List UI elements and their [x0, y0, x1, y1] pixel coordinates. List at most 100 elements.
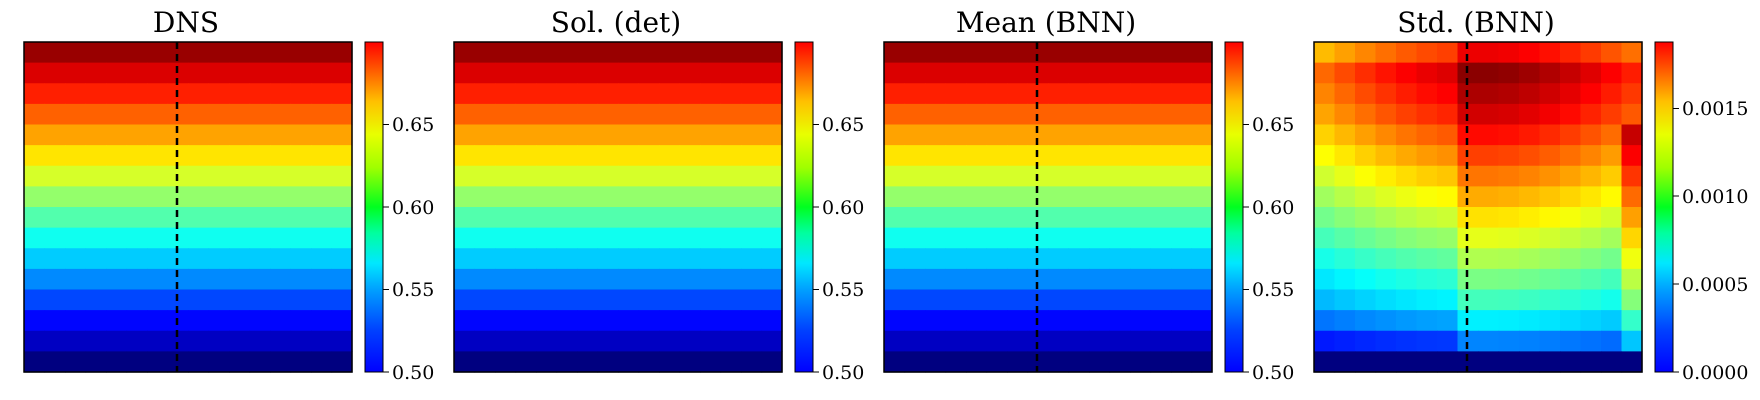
colorbar-tick-label: 0.55 [822, 279, 864, 301]
heatmap-cell [597, 124, 619, 146]
colorbar-tick-label: 0.50 [1252, 362, 1294, 384]
heatmap-cell [1498, 186, 1520, 208]
heatmap-cell [700, 351, 722, 373]
heatmap-cell [904, 268, 926, 291]
heatmap-cell [1621, 207, 1643, 229]
heatmap-cell [474, 268, 496, 291]
heatmap-cell [229, 165, 251, 187]
heatmap-cell [618, 145, 640, 167]
heatmap-cell [1375, 351, 1397, 373]
heatmap-cell [1375, 330, 1397, 352]
heatmap-cell [1334, 145, 1356, 167]
heatmap-cell [1621, 103, 1643, 126]
heatmap-cell [1150, 330, 1172, 352]
heatmap-cell [1580, 248, 1602, 270]
heatmap-cell [1621, 248, 1643, 270]
heatmap-cell [474, 124, 496, 146]
heatmap-cell [126, 227, 148, 249]
heatmap-cell [1150, 124, 1172, 146]
heatmap-cell [1416, 310, 1438, 332]
heatmap-cell [249, 289, 271, 311]
heatmap-cell [311, 145, 333, 167]
heatmap-cell [741, 268, 763, 291]
heatmap-cell [638, 227, 660, 249]
heatmap-cell [126, 248, 148, 270]
heatmap-cell [474, 42, 496, 64]
heatmap-cell [700, 124, 722, 146]
heatmap-cell [679, 186, 701, 208]
heatmap-cell [1416, 289, 1438, 311]
heatmap-cell [700, 42, 722, 64]
heatmap-cell [1048, 145, 1070, 167]
heatmap-cell [966, 207, 988, 229]
heatmap-cell [454, 227, 476, 249]
heatmap-cell [65, 330, 87, 352]
heatmap-cell [331, 248, 353, 270]
heatmap-cell [904, 62, 926, 84]
heatmap-cell [1150, 83, 1172, 105]
heatmap-cell [65, 207, 87, 229]
heatmap-cell [1416, 351, 1438, 373]
heatmap-cell [249, 124, 271, 146]
heatmap-cell [1068, 351, 1090, 373]
heatmap-cell [1334, 207, 1356, 229]
heatmap-cell [270, 186, 292, 208]
heatmap-cell [925, 248, 947, 270]
heatmap-cell [1375, 124, 1397, 146]
heatmap-cell [188, 268, 210, 291]
heatmap-cell [515, 248, 537, 270]
heatmap-cell [1621, 289, 1643, 311]
heatmap-cell [106, 62, 128, 84]
heatmap-cell [1580, 289, 1602, 311]
heatmap-cell [1068, 165, 1090, 187]
heatmap-cell [1314, 103, 1336, 126]
heatmap-cell [1334, 330, 1356, 352]
heatmap-cell [966, 62, 988, 84]
heatmap-cell [884, 268, 906, 291]
heatmap-cell [1396, 268, 1418, 291]
heatmap-cell [495, 145, 517, 167]
heatmap-cell [1150, 62, 1172, 84]
heatmap-cell [44, 248, 66, 270]
heatmap-cell [208, 103, 230, 126]
heatmap-cell [1089, 83, 1111, 105]
heatmap-cell [1437, 289, 1459, 311]
heatmap-cell [1437, 103, 1459, 126]
heatmap-cell [1109, 165, 1131, 187]
heatmap-cell [945, 227, 967, 249]
heatmap-cell [1068, 186, 1090, 208]
heatmap-cell [1416, 268, 1438, 291]
heatmap-cell [904, 227, 926, 249]
heatmap-cell [638, 248, 660, 270]
heatmap-cell [720, 310, 742, 332]
heatmap-cell [536, 227, 558, 249]
heatmap-cell [1478, 42, 1500, 64]
heatmap-cell [556, 330, 578, 352]
heatmap-cell [1314, 83, 1336, 105]
heatmap-cell [85, 165, 107, 187]
heatmap-cell [1498, 165, 1520, 187]
heatmap-cell [65, 310, 87, 332]
heatmap-cell [1560, 289, 1582, 311]
heatmap-cell [208, 165, 230, 187]
heatmap-cell [1130, 103, 1152, 126]
heatmap-cell [1478, 145, 1500, 167]
heatmap-cell [1375, 248, 1397, 270]
heatmap-cell [474, 103, 496, 126]
heatmap-cell [515, 145, 537, 167]
heatmap-cell [1068, 268, 1090, 291]
heatmap-cell [884, 42, 906, 64]
heatmap-cell [1621, 351, 1643, 373]
heatmap-cell [1048, 310, 1070, 332]
heatmap-cell [1355, 103, 1377, 126]
heatmap-cell [188, 330, 210, 352]
panel-sol-det: Sol. (det) 0.50 0.55 0.60 0.65 [453, 6, 864, 384]
heatmap-cell [495, 330, 517, 352]
heatmap-cell [167, 186, 189, 208]
heatmap-cell [126, 186, 148, 208]
heatmap-cell [1560, 62, 1582, 84]
heatmap-cell [618, 62, 640, 84]
heatmap-cell [536, 310, 558, 332]
heatmap-cell [1478, 124, 1500, 146]
heatmap-cell [1130, 248, 1152, 270]
